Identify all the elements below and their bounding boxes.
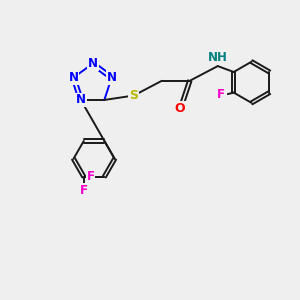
Text: F: F [86,170,94,183]
Text: S: S [129,89,138,102]
Text: N: N [106,71,117,84]
Text: F: F [80,184,88,197]
Text: O: O [174,102,185,115]
Text: N: N [76,93,86,106]
Text: NH: NH [208,51,228,64]
Text: N: N [88,57,98,70]
Text: N: N [68,71,79,84]
Text: F: F [217,88,225,100]
